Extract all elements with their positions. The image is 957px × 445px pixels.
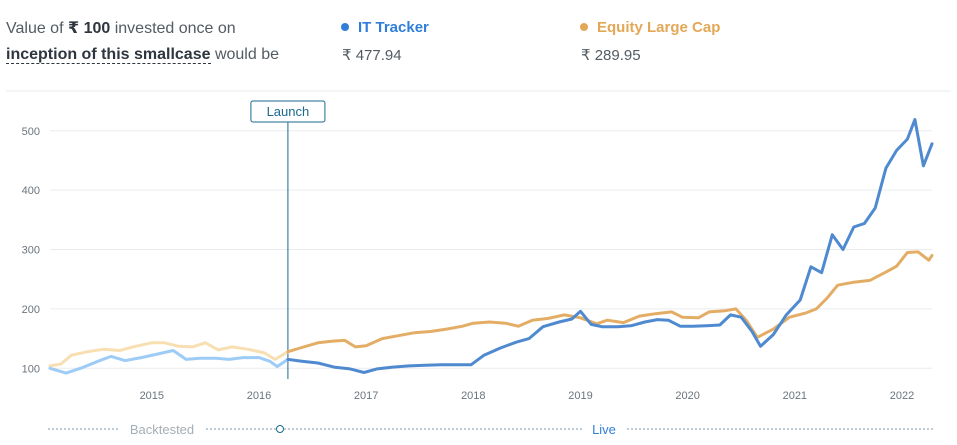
timeline-live-label: Live <box>592 422 616 437</box>
legend-it-tracker[interactable]: IT Tracker ₹ 477.94 <box>341 16 429 64</box>
timeline: Backtested Live <box>48 422 935 437</box>
x-tick-label: 2018 <box>461 390 485 402</box>
x-tick-label: 2021 <box>783 390 807 402</box>
legend-value: ₹ 477.94 <box>342 47 402 64</box>
legend-name: IT Tracker <box>358 18 429 36</box>
y-tick-label: 500 <box>22 126 40 138</box>
series-line-live <box>286 118 934 374</box>
performance-chart[interactable]: 100 200 300 400 500 2015 2016 2017 2018 2019 2020… <box>0 88 957 445</box>
y-tick-label: 300 <box>22 245 40 257</box>
legend-equity-large-cap[interactable]: Equity Large Cap ₹ 289.95 <box>580 16 720 64</box>
launch-label: Launch <box>267 104 310 119</box>
series-dot-icon <box>580 23 588 31</box>
series-line-live <box>286 250 934 354</box>
y-axis: 100 200 300 400 500 <box>22 126 40 376</box>
intro-amount: ₹ 100 <box>67 20 111 37</box>
x-tick-label: 2019 <box>568 390 592 402</box>
intro-tail: would be <box>214 46 279 63</box>
x-tick-label: 2017 <box>354 390 378 402</box>
timeline-launch-dot <box>276 425 284 433</box>
series-dot-icon <box>341 23 349 31</box>
legend-name: Equity Large Cap <box>597 18 721 36</box>
x-tick-label: 2015 <box>140 390 164 402</box>
intro-prefix: Value of <box>6 20 64 37</box>
x-tick-label: 2022 <box>890 390 914 402</box>
series-line-backtested <box>48 341 290 368</box>
x-axis: 2015 2016 2017 2018 2019 2020 2021 2022 <box>140 390 915 402</box>
x-tick-label: 2020 <box>675 390 699 402</box>
launch-label-box <box>250 100 326 123</box>
intro-text: Value of ₹ 100 invested once on inceptio… <box>6 16 279 68</box>
grid <box>50 130 932 369</box>
header: Value of ₹ 100 invested once on inceptio… <box>0 0 957 80</box>
series-line-backtested <box>48 349 290 375</box>
timeline-backtested-label: Backtested <box>130 422 194 437</box>
legend-value: ₹ 289.95 <box>581 47 641 64</box>
inception-date-selector[interactable]: inception of this smallcase <box>6 46 211 64</box>
x-tick-label: 2016 <box>247 390 271 402</box>
launch-marker: Launch <box>250 100 326 379</box>
intro-suffix: invested once on <box>114 20 236 37</box>
y-tick-label: 200 <box>22 304 40 316</box>
series-lines <box>48 118 934 375</box>
y-tick-label: 400 <box>22 185 40 197</box>
y-tick-label: 100 <box>22 363 40 375</box>
